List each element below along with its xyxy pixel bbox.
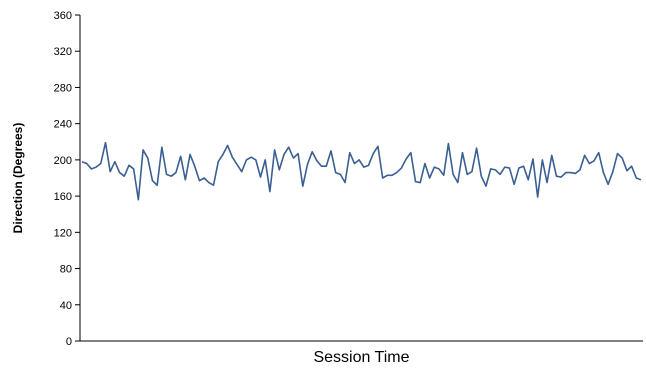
y-tick-label: 200 (54, 155, 72, 167)
y-axis-title: Direction (Degrees) (11, 123, 25, 234)
y-axis-tick-labels: 0 40 80 120 160 200 240 280 320 360 (54, 10, 72, 348)
series-line (81, 141, 642, 201)
y-tick-label: 160 (54, 191, 72, 203)
y-tick-label: 360 (54, 10, 72, 22)
y-tick-label: 120 (54, 227, 72, 239)
y-tick-label: 0 (66, 336, 72, 348)
y-axis-ticks (75, 14, 80, 342)
series-layer (81, 141, 642, 201)
y-tick-label: 320 (54, 46, 72, 58)
y-tick-label: 280 (54, 82, 72, 94)
x-axis-title: Session Time (313, 349, 409, 366)
y-tick-label: 240 (54, 119, 72, 131)
y-tick-label: 40 (60, 300, 72, 312)
y-tick-label: 80 (60, 264, 72, 276)
